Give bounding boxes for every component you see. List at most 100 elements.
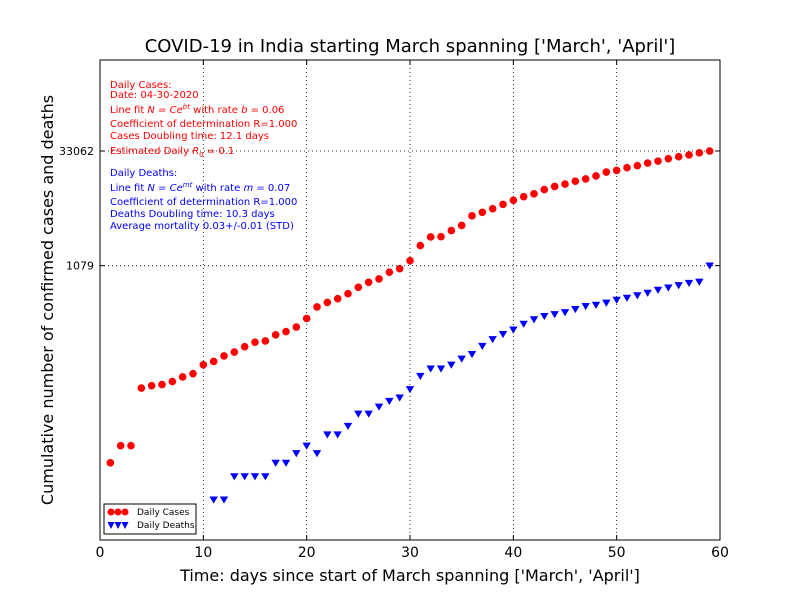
- series-daily-deaths: [209, 262, 714, 504]
- data-point-cases: [385, 268, 394, 277]
- deaths-annotation-coef: Coefficient of determination R=1.000: [110, 197, 297, 208]
- data-point-deaths: [664, 284, 673, 292]
- data-point-cases: [106, 459, 115, 467]
- data-point-deaths: [622, 294, 632, 302]
- data-point-deaths: [488, 336, 497, 344]
- y-tick-label: 1079: [66, 260, 94, 273]
- x-axis-label: Time: days since start of March spanning…: [179, 566, 640, 585]
- cases-annotation: Daily Cases: Date: 04-30-2020 Line fit N…: [110, 80, 297, 159]
- data-point-deaths: [457, 355, 466, 363]
- data-point-cases: [127, 441, 135, 450]
- data-point-cases: [623, 163, 631, 172]
- data-point-deaths: [416, 372, 425, 381]
- data-point-deaths: [509, 326, 518, 334]
- data-point-cases: [323, 298, 332, 307]
- data-point-cases: [499, 200, 507, 209]
- data-point-deaths: [695, 278, 704, 286]
- data-point-cases: [302, 314, 311, 323]
- data-point-deaths: [612, 296, 621, 304]
- data-point-cases: [199, 360, 208, 369]
- x-tick-label: 60: [711, 545, 729, 561]
- deaths-annotation-heading: Daily Deaths:: [110, 168, 177, 179]
- legend-label-daily-deaths: Daily Deaths: [137, 521, 195, 531]
- y-tick-label: 33062: [59, 145, 94, 158]
- x-tick-label: 10: [194, 545, 212, 561]
- data-point-cases: [406, 256, 414, 265]
- data-point-cases: [292, 323, 301, 331]
- data-point-deaths: [209, 496, 218, 504]
- data-point-cases: [261, 337, 270, 345]
- data-point-cases: [643, 159, 652, 167]
- legend-item-daily-deaths: Daily Deaths: [107, 521, 195, 531]
- data-point-deaths: [467, 350, 477, 359]
- data-point-cases: [178, 373, 187, 381]
- data-point-cases: [530, 190, 538, 198]
- data-point-cases: [271, 331, 280, 339]
- legend-deaths-marker: [107, 522, 115, 529]
- data-point-deaths: [519, 320, 528, 328]
- data-point-cases: [654, 157, 662, 165]
- data-point-deaths: [312, 450, 322, 458]
- data-point-deaths: [219, 496, 229, 504]
- data-point-cases: [509, 196, 518, 205]
- cases-annotation-r0: Estimated Daily R0 = 0.1: [110, 146, 234, 159]
- data-point-cases: [313, 303, 321, 311]
- data-point-cases: [540, 185, 549, 194]
- legend-label-daily-cases: Daily Cases: [137, 508, 190, 518]
- data-point-deaths: [591, 301, 601, 309]
- data-point-cases: [168, 377, 177, 386]
- legend-cases-marker: [114, 508, 122, 516]
- data-point-cases: [344, 289, 352, 298]
- x-tick-label: 40: [504, 545, 522, 561]
- data-point-deaths: [436, 365, 446, 373]
- cases-annotation-heading: Daily Cases:: [110, 80, 172, 91]
- data-point-cases: [395, 264, 404, 273]
- cases-annotation-coef: Coefficient of determination R=1.000: [110, 119, 297, 130]
- data-point-deaths: [385, 397, 394, 405]
- data-point-deaths: [560, 309, 570, 317]
- data-point-deaths: [364, 410, 373, 418]
- deaths-annotation-mortality: Average mortality 0.03+/-0.01 (STD): [110, 221, 294, 232]
- data-point-cases: [488, 204, 497, 213]
- data-point-deaths: [374, 403, 384, 411]
- legend-deaths-marker: [114, 522, 122, 529]
- data-point-deaths: [674, 282, 683, 290]
- data-point-deaths: [498, 330, 508, 339]
- data-point-deaths: [405, 386, 415, 394]
- data-point-cases: [550, 182, 559, 191]
- legend: Daily Cases Daily Deaths: [103, 503, 197, 535]
- deaths-annotation: Daily Deaths: Line fit N = Cemt with rat…: [110, 168, 297, 232]
- data-point-cases: [333, 294, 342, 303]
- data-point-cases: [282, 327, 290, 336]
- data-point-deaths: [343, 422, 353, 431]
- data-point-deaths: [292, 450, 301, 458]
- data-point-cases: [189, 369, 197, 378]
- cases-annotation-date: Date: 04-30-2020: [110, 90, 199, 101]
- legend-cases-marker: [107, 508, 115, 516]
- data-point-cases: [592, 172, 600, 180]
- data-point-cases: [468, 212, 476, 220]
- data-point-cases: [457, 221, 466, 230]
- data-point-cases: [240, 342, 249, 351]
- data-point-cases: [416, 241, 425, 250]
- data-point-deaths: [705, 262, 714, 270]
- data-point-deaths: [230, 473, 239, 481]
- data-point-deaths: [602, 299, 611, 307]
- x-tick-label: 20: [298, 545, 316, 561]
- data-point-cases: [478, 208, 487, 217]
- data-point-cases: [571, 177, 580, 185]
- data-point-deaths: [240, 473, 249, 481]
- data-point-cases: [147, 381, 156, 390]
- chart-title: COVID-19 in India starting March spannin…: [145, 36, 676, 57]
- data-point-deaths: [550, 311, 559, 319]
- data-point-cases: [220, 352, 228, 360]
- data-point-cases: [447, 226, 456, 235]
- y-axis-ticks: 1079 33062: [59, 145, 720, 273]
- data-point-cases: [364, 278, 373, 287]
- data-point-cases: [633, 161, 642, 170]
- data-point-deaths: [581, 303, 590, 311]
- y-axis-label: Cumulative number of confirmed cases and…: [38, 95, 57, 505]
- data-point-cases: [354, 283, 363, 292]
- data-point-cases: [116, 441, 125, 450]
- series-daily-cases: [106, 147, 714, 467]
